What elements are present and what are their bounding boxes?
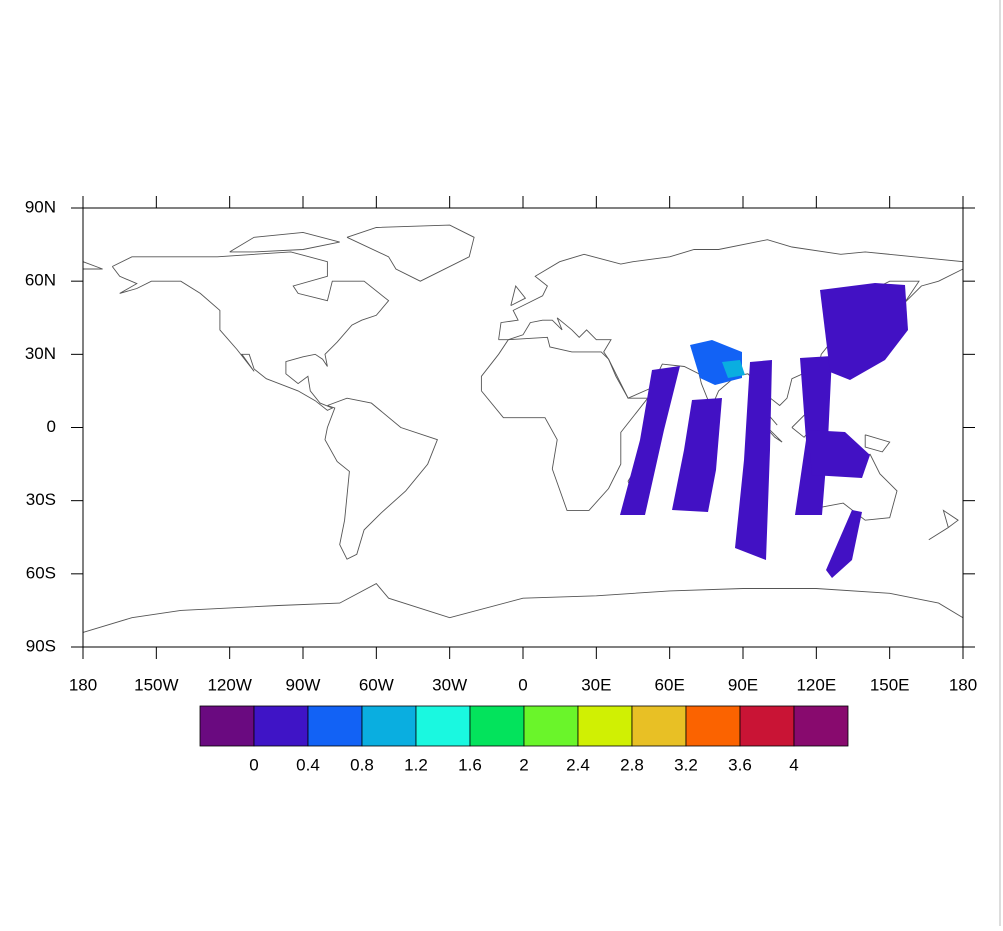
- x-tick-label: 30W: [432, 675, 467, 694]
- x-tick-label: 180: [69, 675, 97, 694]
- colorbar-label: 2.8: [620, 755, 644, 774]
- colorbar-label: 2.4: [566, 755, 590, 774]
- y-tick-label: 30S: [26, 490, 56, 509]
- colorbar: 0 0.4 0.8 1.2 1.6 2 2.4 2.8 3.2 3.6 4: [199, 705, 849, 774]
- colorbar-box: [739, 705, 795, 747]
- coastline: [82, 261, 103, 270]
- colorbar-box: [253, 705, 309, 747]
- data-swaths: [620, 283, 908, 578]
- swath: [735, 360, 772, 560]
- swath: [820, 283, 908, 380]
- x-tick-label: 90W: [286, 675, 321, 694]
- coastline: [82, 583, 964, 633]
- colorbar-label: 2: [519, 755, 528, 774]
- colorbar-box: [631, 705, 687, 747]
- x-tick-label: 30E: [581, 675, 611, 694]
- coastline: [928, 509, 959, 541]
- coastline: [324, 397, 438, 560]
- axes: 180 150W 120W 90W 60W 30W 0 30E 60E 90E 120E 150E 18…: [25, 196, 977, 694]
- colorbar-label: 3.2: [674, 755, 698, 774]
- y-tick-label: 90S: [26, 636, 56, 655]
- colorbar-box: [361, 705, 417, 747]
- x-tick-label: 60E: [655, 675, 685, 694]
- colorbar-label: 0.8: [350, 755, 374, 774]
- y-tick-label: 0: [47, 417, 56, 436]
- colorbar-label: 1.6: [458, 755, 482, 774]
- colorbar-label: 4: [789, 755, 798, 774]
- colorbar-label: 0.4: [296, 755, 320, 774]
- y-tick-label: 60N: [25, 271, 56, 290]
- x-tick-label: 0: [518, 675, 527, 694]
- x-tick-label: 60W: [359, 675, 394, 694]
- colorbar-label: 0: [249, 755, 258, 774]
- colorbar-box: [793, 705, 849, 747]
- coastline: [111, 251, 390, 411]
- swath: [620, 366, 680, 515]
- colorbar-box: [577, 705, 633, 747]
- x-tick-label: 90E: [728, 675, 758, 694]
- x-tick-label: 120E: [796, 675, 836, 694]
- swath: [808, 430, 870, 478]
- colorbar-box: [523, 705, 579, 747]
- y-tick-label: 90N: [25, 197, 56, 216]
- y-tick-label: 30N: [25, 344, 56, 363]
- y-tick-label: 60S: [26, 563, 56, 582]
- swath: [826, 510, 862, 578]
- x-tick-label: 180: [949, 675, 977, 694]
- coastline: [346, 224, 475, 282]
- swath: [722, 360, 745, 378]
- colorbar-box: [307, 705, 363, 747]
- x-tick-label: 150E: [870, 675, 910, 694]
- coastline: [229, 231, 340, 253]
- colorbar-box: [469, 705, 525, 747]
- colorbar-label: 1.2: [404, 755, 428, 774]
- coastline: [510, 285, 527, 307]
- x-tick-label: 120W: [207, 675, 251, 694]
- colorbar-label: 3.6: [728, 755, 752, 774]
- colorbar-box: [685, 705, 741, 747]
- colorbar-box: [415, 705, 471, 747]
- colorbar-box: [199, 705, 255, 747]
- coastline: [864, 434, 891, 453]
- swath: [672, 398, 722, 512]
- x-tick-label: 150W: [134, 675, 178, 694]
- coastline: [498, 239, 964, 426]
